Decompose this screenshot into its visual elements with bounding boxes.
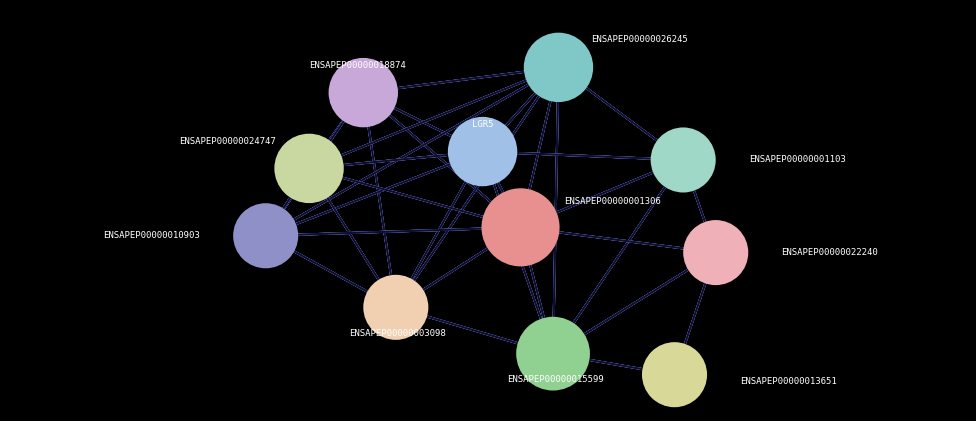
Text: ENSAPEP00000024747: ENSAPEP00000024747 [180, 136, 276, 146]
Text: ENSAPEP00000022240: ENSAPEP00000022240 [781, 248, 878, 257]
Ellipse shape [233, 203, 299, 268]
Ellipse shape [642, 342, 707, 407]
Text: ENSAPEP00000010903: ENSAPEP00000010903 [103, 231, 200, 240]
Ellipse shape [524, 33, 593, 102]
Ellipse shape [651, 128, 715, 192]
Text: ENSAPEP00000015599: ENSAPEP00000015599 [507, 375, 603, 384]
Text: ENSAPEP00000026245: ENSAPEP00000026245 [591, 35, 688, 45]
Text: ENSAPEP00000018874: ENSAPEP00000018874 [309, 61, 406, 70]
Text: ENSAPEP00000013651: ENSAPEP00000013651 [740, 376, 836, 386]
Ellipse shape [274, 134, 344, 203]
Ellipse shape [329, 58, 398, 127]
Ellipse shape [448, 117, 517, 186]
Text: ENSAPEP00000001306: ENSAPEP00000001306 [564, 197, 661, 206]
Text: ENSAPEP00000001103: ENSAPEP00000001103 [749, 155, 845, 165]
Ellipse shape [683, 220, 749, 285]
Ellipse shape [516, 317, 590, 391]
Ellipse shape [481, 188, 559, 266]
Ellipse shape [363, 275, 428, 340]
Text: ENSAPEP00000003098: ENSAPEP00000003098 [349, 329, 446, 338]
Text: LGR5: LGR5 [471, 120, 493, 129]
